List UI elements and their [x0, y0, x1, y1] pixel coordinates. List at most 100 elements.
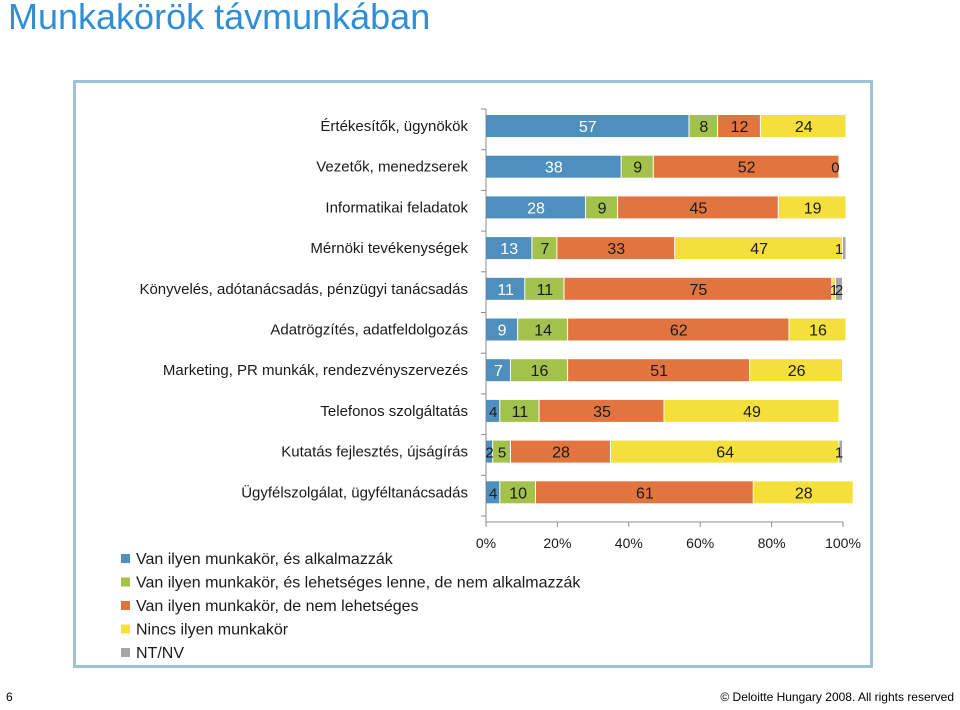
bar-segment	[486, 277, 525, 300]
data-label: 0	[831, 160, 839, 177]
data-label: 9	[598, 200, 607, 217]
data-label: 35	[593, 404, 611, 421]
bar-segment	[486, 399, 500, 422]
category-label: Kutatás fejlesztés, újságírás	[281, 444, 468, 461]
data-label: 16	[809, 323, 827, 340]
bar-segment	[750, 359, 842, 382]
bar-segment	[621, 155, 653, 178]
x-tick-label: 100%	[825, 535, 861, 551]
data-label: 45	[690, 200, 708, 217]
data-label: 7	[540, 241, 549, 258]
data-label: 1	[835, 241, 843, 258]
category-label: Vezetők, menedzserek	[316, 159, 468, 176]
legend-swatch	[121, 554, 130, 563]
data-label: 2	[835, 282, 843, 299]
bar-segment	[835, 277, 842, 300]
bar-segment	[518, 318, 568, 341]
data-label: 11	[537, 282, 554, 299]
data-label: 33	[607, 241, 625, 258]
bar-segment	[486, 481, 500, 504]
page-title: Munkakörök távmunkában	[8, 0, 431, 37]
x-tick-labels: 0% 20% 40% 60% 80% 100%	[476, 535, 861, 551]
data-label: 14	[534, 323, 552, 340]
bar-segment	[568, 359, 750, 382]
category-label: Telefonos szolgáltatás	[320, 403, 468, 420]
data-label: 12	[731, 119, 749, 136]
bar-segment	[689, 115, 718, 137]
bar-segment	[753, 481, 853, 504]
data-label: 5	[498, 445, 506, 462]
data-label: 16	[531, 363, 549, 380]
bar-segment	[843, 237, 846, 260]
category-label: Informatikai feladatok	[325, 199, 468, 216]
bar-segment	[510, 440, 610, 463]
data-label: 2	[485, 445, 493, 462]
legend-label: NT/NV	[136, 645, 184, 662]
bar-segment	[675, 237, 842, 260]
bar-segment	[535, 481, 753, 504]
bar-segment	[557, 237, 675, 260]
data-label: 61	[636, 485, 654, 502]
bar-segment	[568, 318, 789, 341]
bar-segment	[486, 196, 585, 219]
bar-segment	[486, 237, 532, 260]
category-label: Mérnöki tevékenységek	[310, 240, 468, 257]
data-label: 28	[552, 445, 570, 462]
bar-segment	[832, 277, 835, 300]
category-label: Marketing, PR munkák, rendezvényszervezé…	[163, 362, 468, 379]
data-label: 75	[690, 282, 708, 299]
bar-segment	[486, 155, 621, 178]
data-label: 26	[788, 363, 806, 380]
bar-segment	[510, 359, 568, 382]
x-tick-label: 60%	[686, 535, 714, 551]
legend-swatch	[121, 577, 130, 587]
data-label: 57	[579, 119, 597, 136]
data-label: 8	[699, 119, 708, 136]
bar-segment	[664, 399, 839, 422]
data-label: 38	[545, 160, 563, 177]
bar-segment	[539, 399, 664, 422]
data-label: 51	[650, 363, 668, 380]
data-label: 11	[497, 282, 514, 299]
data-label: 1	[835, 445, 843, 462]
bar-segment	[525, 277, 564, 300]
bar-segment	[610, 440, 839, 463]
data-label: 9	[498, 323, 507, 340]
legend-label: Van ilyen munkakör, és alkalmazzák	[136, 551, 394, 568]
bar-segment	[718, 115, 760, 137]
bar-segment	[618, 196, 778, 219]
data-label: 1	[830, 282, 838, 299]
bar-segment	[486, 359, 510, 382]
page-number: 6	[6, 690, 13, 704]
data-label: 9	[633, 160, 642, 177]
legend-label: Van ilyen munkakör, de nem lehetséges	[136, 598, 419, 615]
copyright-notice: © Deloitte Hungary 2008. All rights rese…	[720, 690, 954, 704]
data-label: 52	[738, 160, 756, 177]
legend-swatch	[121, 624, 130, 634]
category-label: Könyvelés, adótanácsadás, pénzügyi tanác…	[139, 281, 468, 298]
data-label: 4	[489, 485, 497, 502]
bar-segment	[486, 115, 689, 137]
bar-segment	[486, 440, 493, 463]
legend-label: Nincs ilyen munkakör	[136, 622, 289, 639]
bar-segment	[500, 481, 535, 504]
category-label: Értékesítők, ügynökök	[320, 118, 468, 135]
x-tick-label: 80%	[758, 535, 786, 551]
data-label: 13	[500, 241, 518, 258]
bar-segment	[789, 318, 846, 341]
data-label: 4	[489, 404, 497, 421]
legend-label: Van ilyen munkakör, és lehetséges lenne,…	[136, 575, 581, 592]
bar-segment	[532, 237, 557, 260]
data-label: 47	[750, 241, 768, 258]
x-tick-label: 40%	[615, 535, 643, 551]
data-label: 24	[795, 119, 813, 136]
category-labels: Értékesítők, ügynökök Vezetők, menedzsere…	[139, 118, 468, 501]
legend: Van ilyen munkakör, és alkalmazzák Van il…	[121, 551, 581, 662]
bar-segment	[564, 277, 832, 300]
category-label: Ügyfélszolgálat, ügyféltanácsadás	[241, 483, 468, 501]
bar-segment	[486, 318, 518, 341]
data-label: 11	[512, 404, 529, 421]
data-label: 7	[494, 363, 503, 380]
